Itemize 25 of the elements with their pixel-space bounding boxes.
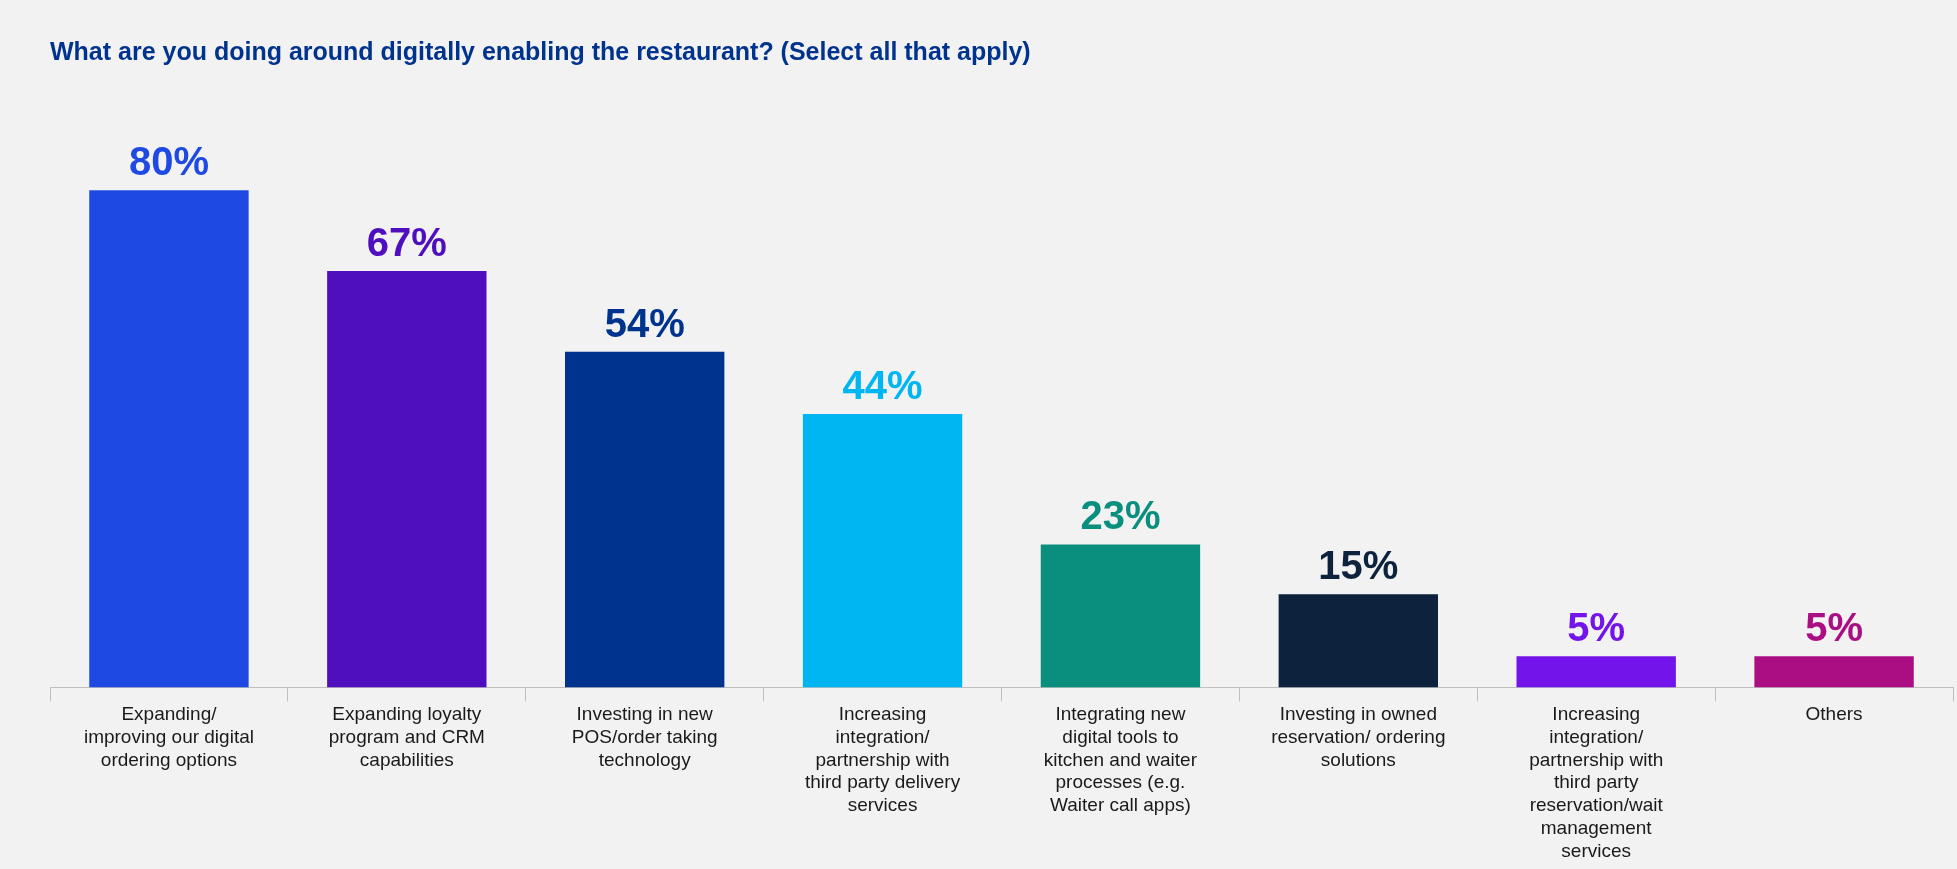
bar [565, 351, 725, 688]
bar [1040, 544, 1201, 688]
data-label: 5% [1805, 605, 1863, 650]
x-tick-label: Expanding loyalty program and CRM capabilities [328, 703, 485, 770]
bar [327, 270, 487, 688]
data-label: 67% [366, 219, 447, 264]
bar [89, 190, 249, 688]
bar [1754, 656, 1914, 688]
data-label: 15% [1318, 543, 1399, 588]
data-label: 23% [1080, 493, 1161, 538]
bar [802, 413, 963, 688]
x-tick-label: Others [1805, 703, 1863, 725]
data-label: 44% [842, 362, 923, 407]
data-label: 54% [604, 300, 685, 345]
bar [1516, 656, 1676, 688]
data-label: 5% [1567, 605, 1626, 650]
x-tick-label: Integrating new digital tools to kitchen and waiter processes (e.g. Waiter call apps) [1043, 703, 1198, 816]
x-tick-label: Increasing integration/ partnership with third party reservation/wait management services [1529, 703, 1664, 861]
data-label: 80% [128, 139, 209, 184]
bar [1278, 594, 1438, 688]
chart-title: What are you doing around digitally enabling the restaurant? (Select all that apply) [50, 36, 1031, 65]
x-tick-label: Investing in new POS/order taking technology [571, 703, 718, 770]
x-tick-label: Expanding/ improving our digital ordering options [83, 703, 254, 770]
x-tick-label: Investing in owned reservation/ ordering solutions [1271, 703, 1446, 770]
x-tick-label: Increasing integration/ partnership with third party delivery services [804, 703, 961, 816]
